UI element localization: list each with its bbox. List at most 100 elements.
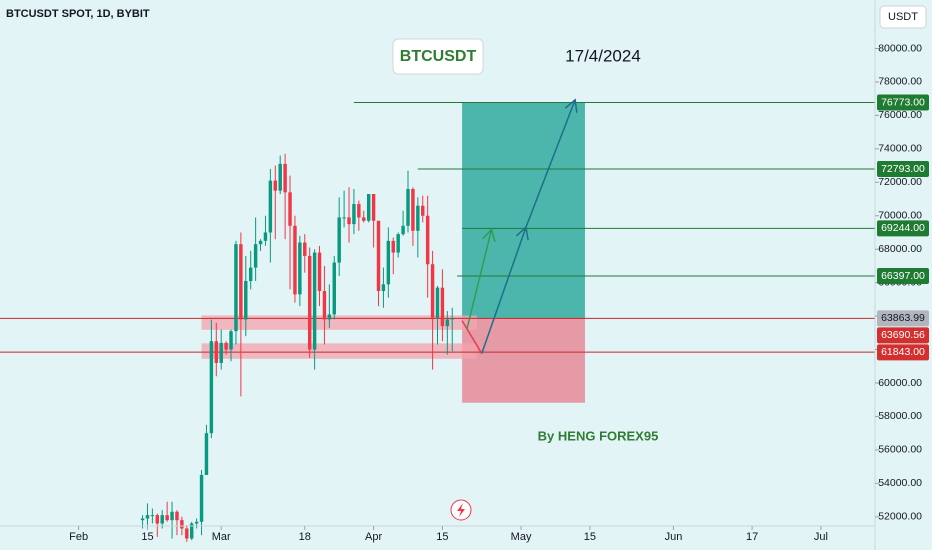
candle-body [327, 314, 332, 320]
y-tick-label: 76000.00 [878, 109, 922, 121]
candle-body [406, 188, 410, 226]
candle-body [258, 240, 263, 245]
candle-body [180, 520, 184, 529]
candle-body [352, 204, 356, 225]
currency-button[interactable] [879, 5, 927, 29]
date-annotation: 17/4/2024 [565, 46, 641, 65]
candle-body [194, 521, 199, 524]
y-tick-label: 80000.00 [878, 42, 922, 54]
candle-body [170, 511, 174, 521]
candle-body [155, 515, 160, 524]
x-tick-label: Feb [69, 531, 88, 543]
y-tick-label: 72000.00 [878, 176, 922, 188]
price-tag-label: 66397.00 [881, 270, 925, 282]
price-tag-label: 63863.99 [881, 312, 925, 324]
price-tag [877, 344, 929, 361]
x-tick-label: May [511, 531, 532, 543]
candle-body [185, 528, 189, 539]
candle-body [421, 205, 425, 216]
candle-body [189, 523, 194, 539]
price-tag-label: 69244.00 [881, 222, 925, 234]
candle-body [239, 244, 243, 320]
currency-label[interactable]: USDT [888, 11, 918, 23]
candle-body [214, 341, 219, 363]
candle-body [332, 262, 336, 315]
candle-body [307, 255, 312, 350]
x-tick-label: 18 [299, 531, 311, 543]
price-tag [877, 268, 929, 285]
candle-body [357, 204, 361, 218]
candle-body [253, 244, 258, 268]
symbol-box [392, 38, 484, 75]
drawn-line [461, 320, 483, 354]
symbol-box-text: BTCUSDT [400, 48, 477, 65]
candle-body [440, 287, 445, 327]
candle-body [229, 331, 233, 350]
candle-body [204, 433, 209, 475]
y-tick-label: 58000.00 [878, 410, 922, 422]
x-tick-label: 15 [141, 531, 153, 543]
price-tag-label: 72793.00 [881, 163, 925, 175]
price-tag-label: 63690.56 [881, 329, 925, 341]
candle-body [293, 225, 297, 295]
candle-body [160, 515, 164, 524]
candle-body [416, 205, 420, 231]
candle-body [386, 240, 391, 285]
y-tick-label: 56000.00 [878, 444, 922, 456]
arrow-head [564, 98, 578, 113]
candle-body [362, 217, 366, 221]
x-tick-label: 17 [746, 531, 758, 543]
price-tag-label: 61843.00 [881, 346, 925, 358]
candle-body [435, 287, 440, 318]
x-tick-label: Jul [814, 531, 828, 543]
support-zone [201, 343, 477, 359]
candle-body [411, 188, 415, 231]
arrow-head [482, 227, 496, 243]
candle-body [381, 284, 386, 292]
arrow-path [466, 229, 493, 330]
events-bolt[interactable] [457, 503, 465, 517]
candle-body [366, 194, 371, 221]
x-tick-label: 15 [584, 531, 596, 543]
candle-body [450, 318, 454, 320]
candle-body [224, 342, 228, 350]
y-tick-label: 52000.00 [878, 511, 922, 523]
candle-body [219, 342, 223, 363]
candle-body [150, 515, 155, 517]
loss-zone [462, 318, 585, 403]
candle-body [263, 232, 268, 241]
x-tick-label: Apr [365, 531, 382, 543]
candle-body [337, 217, 341, 263]
candle-body [430, 264, 435, 318]
candle-body [268, 180, 273, 233]
support-zone [201, 315, 477, 330]
candle-body [145, 515, 150, 519]
symbol-header: BTCUSDT SPOT, 1D, BYBIT [6, 8, 150, 20]
candle-body [165, 515, 169, 521]
candle-body [278, 163, 282, 191]
candle-body [175, 511, 179, 521]
y-tick-label: 70000.00 [878, 210, 922, 222]
candle-body [288, 192, 292, 226]
plot-area [0, 98, 875, 542]
candle-body [342, 217, 346, 219]
candle-body [234, 244, 238, 332]
candle-body [317, 252, 322, 292]
axes: 52000.00 54000.00 56000.00 58000.00 60000.00… [69, 42, 929, 543]
candle-body [391, 240, 395, 253]
candle-body [248, 267, 253, 281]
candle-body [347, 217, 351, 225]
candle-body [244, 280, 248, 320]
price-tag [877, 161, 929, 178]
candle-body [322, 291, 327, 320]
arrow-head [515, 225, 529, 241]
candle-body [445, 319, 450, 327]
y-tick-label: 78000.00 [878, 76, 922, 88]
price-tag [877, 310, 929, 327]
author-annotation: By HENG FOREX95 [538, 428, 659, 443]
candle-body [312, 252, 317, 350]
candle-body [273, 180, 278, 191]
candle-body [209, 341, 214, 434]
